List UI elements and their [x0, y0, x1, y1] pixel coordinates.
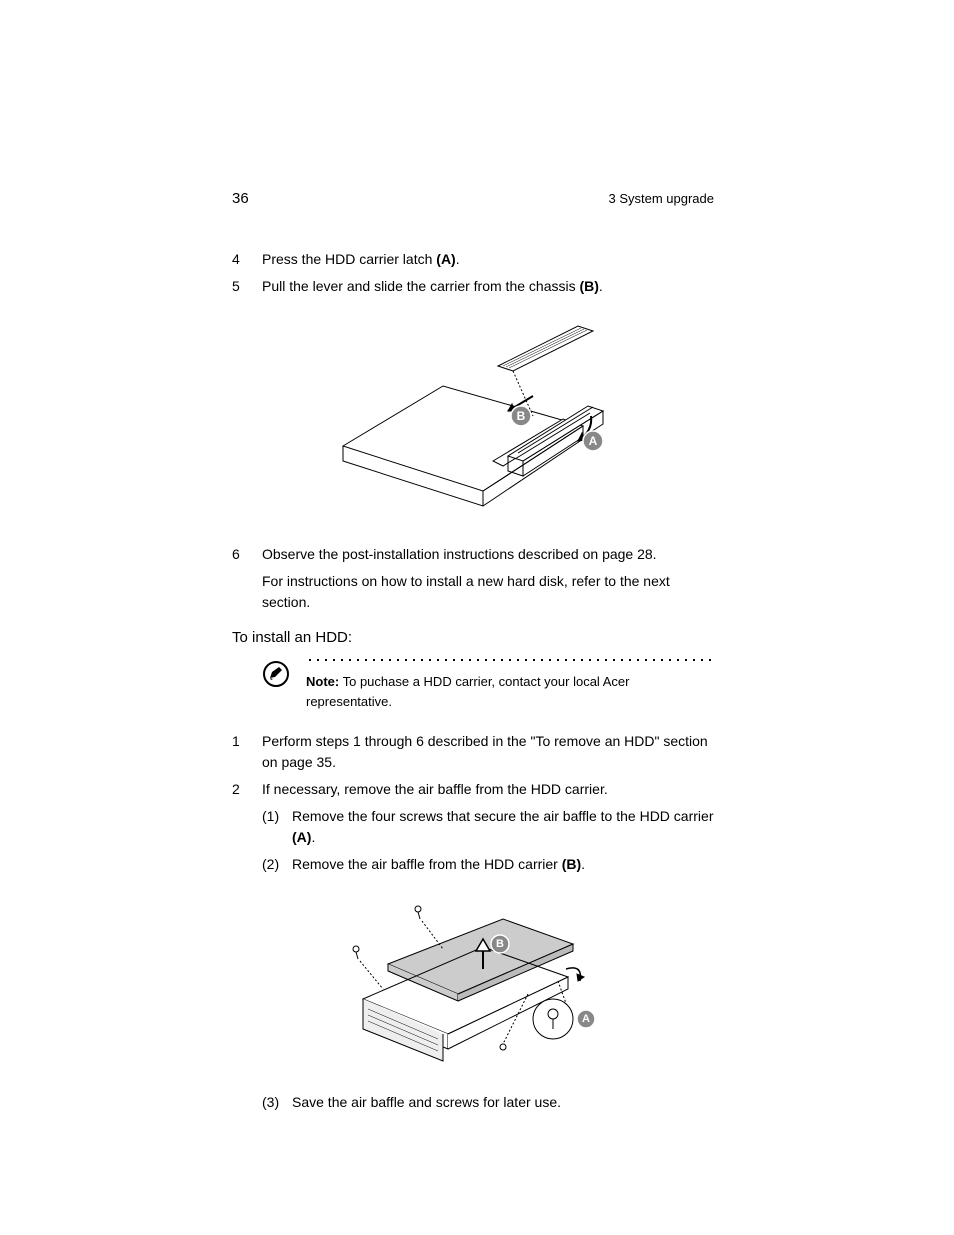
figure-hdd-carrier: B A [232, 889, 714, 1074]
install-heading: To install an HDD: [232, 629, 714, 646]
figure-hdd-chassis: B A [232, 311, 714, 526]
figure2-label-a: A [582, 1013, 590, 1025]
step-number: 4 [232, 249, 262, 270]
note-content: Note: To puchase a HDD carrier, contact … [306, 658, 714, 711]
substep-text: Remove the air baffle from the HDD carri… [292, 854, 585, 875]
page-number: 36 [232, 190, 249, 207]
substep-text: Save the air baffle and screws for later… [292, 1092, 561, 1113]
step-text: Pull the lever and slide the carrier fro… [262, 276, 603, 297]
step-number: 1 [232, 731, 262, 773]
substep-number: (1) [262, 806, 292, 848]
step-5: 5 Pull the lever and slide the carrier f… [232, 276, 714, 297]
figure-label-b: B [517, 409, 526, 423]
document-page: 36 3 System upgrade 4 Press the HDD carr… [0, 0, 954, 1219]
substep-3: (3) Save the air baffle and screws for l… [262, 1092, 714, 1113]
step-text: Press the HDD carrier latch (A). [262, 249, 460, 270]
install-step-2: 2 If necessary, remove the air baffle fr… [232, 779, 714, 800]
figure-label-a: A [589, 434, 598, 448]
note-text: Note: To puchase a HDD carrier, contact … [306, 672, 714, 711]
step-text: Observe the post-installation instructio… [262, 544, 657, 565]
step-6-continuation: For instructions on how to install a new… [262, 571, 714, 613]
step-number: 6 [232, 544, 262, 565]
step-6: 6 Observe the post-installation instruct… [232, 544, 714, 565]
note-block: Note: To puchase a HDD carrier, contact … [262, 658, 714, 711]
note-divider [306, 658, 714, 662]
page-header: 36 3 System upgrade [232, 190, 714, 207]
step-4: 4 Press the HDD carrier latch (A). [232, 249, 714, 270]
figure2-label-b: B [496, 938, 504, 950]
substep-text: Remove the four screws that secure the a… [292, 806, 714, 848]
substep-2: (2) Remove the air baffle from the HDD c… [262, 854, 714, 875]
substep-number: (2) [262, 854, 292, 875]
pencil-icon [262, 660, 290, 693]
step-number: 2 [232, 779, 262, 800]
step-number: 5 [232, 276, 262, 297]
section-title: 3 System upgrade [608, 191, 714, 206]
step-text: Perform steps 1 through 6 described in t… [262, 731, 714, 773]
substep-1: (1) Remove the four screws that secure t… [262, 806, 714, 848]
substep-number: (3) [262, 1092, 292, 1113]
step-text: If necessary, remove the air baffle from… [262, 779, 608, 800]
install-step-1: 1 Perform steps 1 through 6 described in… [232, 731, 714, 773]
